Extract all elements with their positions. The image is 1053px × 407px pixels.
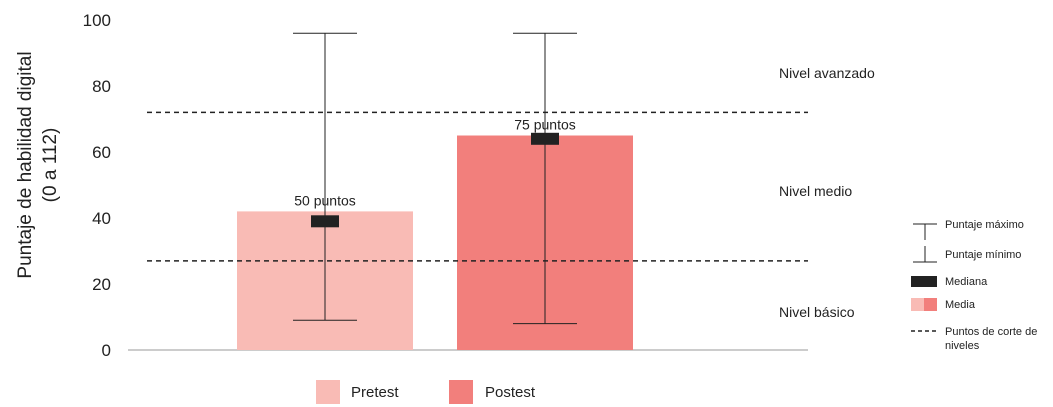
category-label-pretest: Pretest [351, 384, 399, 401]
y-axis-title-line1: Puntaje de habilidad digital [15, 51, 36, 278]
legend-median-label: Mediana [945, 276, 988, 288]
legend-max-label: Puntaje máximo [945, 219, 1024, 231]
legend-mean-label: Media [945, 299, 976, 311]
category-swatch-pretest [316, 380, 340, 404]
y-tick-label: 40 [92, 209, 111, 228]
legend-item-cutoff: Puntos de corte de niveles [911, 326, 1037, 352]
category-legend: Pretest Postest [316, 380, 536, 404]
bars [237, 136, 633, 351]
category-swatch-postest [449, 380, 473, 404]
legend-median-swatch [911, 276, 937, 287]
y-tick-label: 0 [102, 341, 111, 360]
y-axis-ticks: 0 20 40 60 80 100 [83, 11, 111, 360]
y-axis-title-line2: (0 a 112) [40, 128, 61, 203]
y-tick-label: 20 [92, 275, 111, 294]
legend: Puntaje máximo Puntaje mínimo Mediana Me… [911, 219, 1037, 352]
legend-min-label: Puntaje mínimo [945, 249, 1021, 261]
legend-item-median: Mediana [911, 276, 988, 288]
legend-item-max: Puntaje máximo [913, 219, 1024, 240]
legend-item-min: Puntaje mínimo [913, 246, 1021, 262]
category-label-postest: Postest [485, 384, 536, 401]
y-tick-label: 80 [92, 77, 111, 96]
legend-cutoff-label-line1: Puntos de corte de [945, 326, 1037, 338]
legend-cutoff-label-line2: niveles [945, 340, 980, 352]
median-marker-postest [531, 133, 559, 145]
level-label-basic: Nivel básico [779, 304, 855, 320]
legend-item-mean: Media [911, 298, 976, 311]
y-tick-label: 60 [92, 143, 111, 162]
legend-mean-swatch-post [924, 298, 937, 311]
level-label-medium: Nivel medio [779, 183, 852, 199]
y-tick-label: 100 [83, 11, 111, 30]
data-label-postest: 75 puntos [514, 117, 576, 133]
median-marker-pretest [311, 215, 339, 227]
legend-mean-swatch-pre [911, 298, 924, 311]
data-label-pretest: 50 puntos [294, 192, 356, 208]
level-label-advanced: Nivel avanzado [779, 65, 875, 81]
